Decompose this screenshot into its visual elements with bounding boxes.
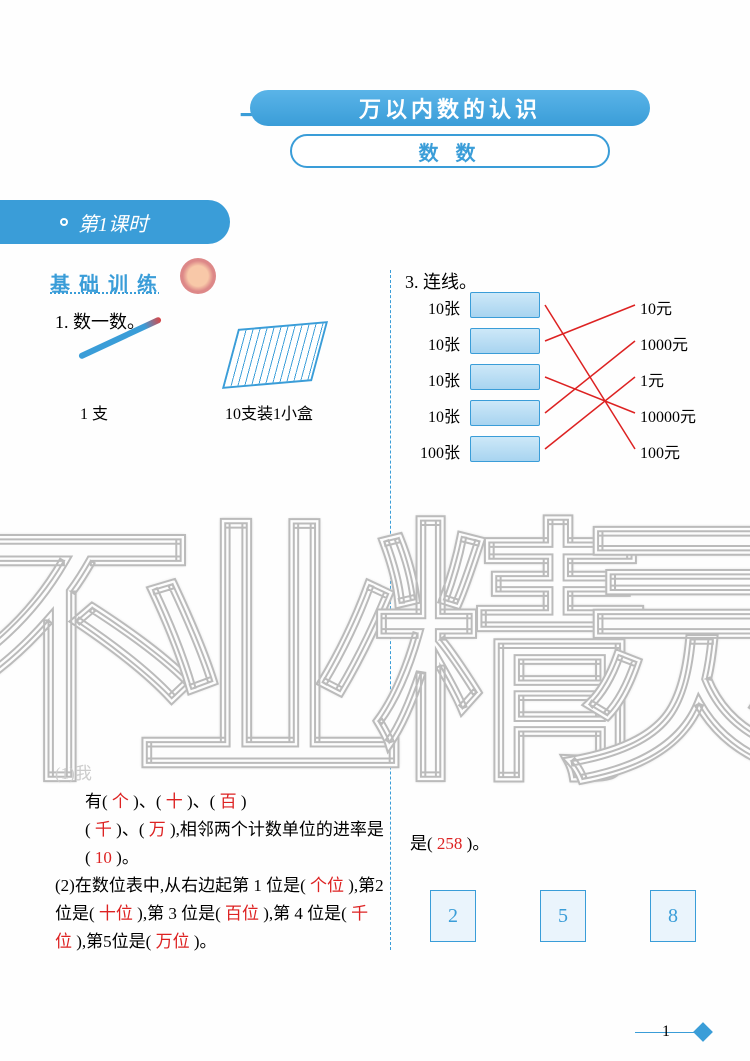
txt: )、( <box>133 792 161 811</box>
match-left-label: 100张 <box>415 439 460 463</box>
answer: 258 <box>437 834 463 853</box>
txt: (2)在数位表中,从右边起第 1 位是( <box>55 876 306 895</box>
match-left-label: 10张 <box>415 403 460 427</box>
txt: ) <box>241 792 247 811</box>
answer: 个 <box>112 792 129 811</box>
match-right-label: 10000元 <box>640 403 696 427</box>
txt: )。 <box>116 848 139 867</box>
question-2: (1)我 有( 个 )、( 十 )、( 百 ) ( 千 )、( 万 ),相邻两个… <box>55 760 385 956</box>
txt: 是( <box>410 834 437 853</box>
answer: 个位 <box>310 876 344 895</box>
page-number: 1 <box>662 1023 670 1041</box>
chapter-title: 万以内数的认识 <box>359 92 541 124</box>
number-card: 5 <box>540 890 586 942</box>
watermark-char: 精 <box>370 430 650 836</box>
match-left-label: 10张 <box>415 331 460 355</box>
pencil-box-icon <box>222 321 328 389</box>
q2-part2: (2)在数位表中,从右边起第 1 位是( 个位 ),第2位是( 十位 ),第 3… <box>55 872 385 956</box>
answer: 百 <box>220 792 237 811</box>
q2-line3: ( 千 )、( 万 ),相邻两个计数单位的进率是( 10 )。 <box>55 816 385 872</box>
chapter-title-bar: 万以内数的认识 <box>250 90 650 126</box>
chapter-subtitle: 数 数 <box>419 137 482 166</box>
lesson-tab: 第1课时 <box>0 200 230 244</box>
txt: )。 <box>194 932 217 951</box>
txt: ( <box>85 820 91 839</box>
txt: 有( <box>85 792 108 811</box>
bullet-icon <box>60 218 68 226</box>
page-diamond-icon <box>693 1022 713 1042</box>
txt: ),第 4 位是( <box>263 904 347 923</box>
banknote-icon <box>470 364 540 390</box>
q3-title: 连线。 <box>423 272 477 292</box>
txt: ),第5位是( <box>76 932 151 951</box>
lesson-label: 第1课时 <box>78 208 148 237</box>
txt: ),第 3 位是( <box>137 904 221 923</box>
banknote-icon <box>470 436 540 462</box>
match-right-label: 1000元 <box>640 331 688 355</box>
answer: 万 <box>149 820 166 839</box>
banknote-icon <box>470 292 540 318</box>
cartoon-icon <box>180 258 216 294</box>
number-card: 8 <box>650 890 696 942</box>
answer: 千 <box>95 820 112 839</box>
watermark-char: 灵 <box>560 430 750 836</box>
q2-line2: 有( 个 )、( 十 )、( 百 ) <box>55 788 385 816</box>
match-right-label: 1元 <box>640 367 664 391</box>
answer: 百位 <box>225 904 259 923</box>
question-3: 3. 连线。 <box>405 268 477 294</box>
answer: 十 <box>166 792 183 811</box>
caption-1box: 10支装1小盒 <box>225 400 313 424</box>
chapter-subtitle-bar: 数 数 <box>290 134 610 168</box>
number-card: 2 <box>430 890 476 942</box>
match-right-label: 10元 <box>640 295 672 319</box>
answer: 十位 <box>99 904 133 923</box>
answer: 10 <box>95 848 112 867</box>
section-heading: 基 础 训 练 <box>50 268 159 297</box>
txt: )、( <box>116 820 144 839</box>
column-divider <box>390 270 391 950</box>
txt: (1)我 <box>55 764 92 783</box>
q2-line1: (1)我 <box>55 760 385 788</box>
banknote-icon <box>470 400 540 426</box>
q1-num: 1. <box>55 312 69 332</box>
txt: )。 <box>462 834 489 853</box>
right-answer: 是( 258 )。 <box>410 830 489 858</box>
q3-num: 3. <box>405 272 419 292</box>
txt: )、( <box>187 792 215 811</box>
answer: 万位 <box>156 932 190 951</box>
banknote-icon <box>470 328 540 354</box>
caption-1pen: 1 支 <box>80 400 108 424</box>
match-left-label: 10张 <box>415 367 460 391</box>
match-left-label: 10张 <box>415 295 460 319</box>
match-right-label: 100元 <box>640 439 680 463</box>
